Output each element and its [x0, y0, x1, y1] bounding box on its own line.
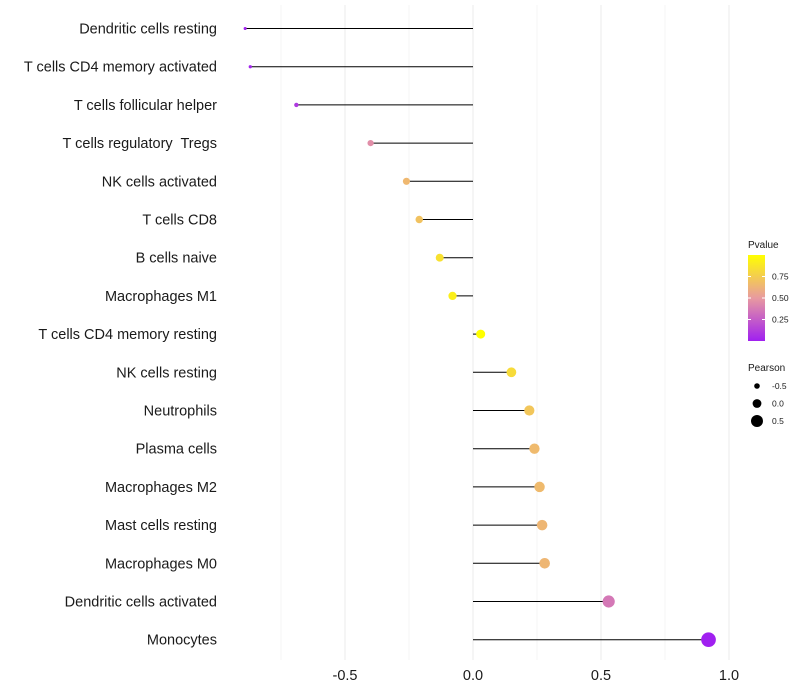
category-label: T cells CD4 memory activated	[24, 60, 217, 76]
category-label: Dendritic cells resting	[79, 22, 217, 38]
category-label: T cells CD8	[142, 213, 217, 229]
color-legend-label: 0.75	[772, 272, 789, 282]
size-legend-label: 0.0	[772, 399, 784, 409]
category-label: T cells regulatory Tregs	[63, 136, 217, 152]
category-label: Macrophages M1	[105, 289, 217, 305]
category-label: Macrophages M0	[105, 556, 217, 572]
lollipop-point	[524, 405, 535, 416]
lollipop-point	[701, 632, 716, 648]
color-legend-label: 0.25	[772, 315, 789, 325]
x-axis-ticks: -0.5 0.0 0.5 1.0	[333, 668, 740, 684]
category-label: T cells follicular helper	[74, 98, 217, 114]
category-label: B cells naive	[136, 251, 217, 267]
lollipop-point	[243, 26, 247, 31]
size-legend-label: -0.5	[772, 381, 787, 391]
lollipop-point	[367, 139, 374, 147]
size-legend-label: 0.5	[772, 416, 784, 426]
legend: Pvalue Pearson 0.25 0.50 0.75 -0.5 0.0 0.5	[748, 240, 789, 427]
lollipop-point	[248, 65, 252, 69]
category-label: NK cells activated	[102, 174, 217, 190]
grid-lines	[280, 5, 730, 660]
x-tick-label: 0.0	[463, 668, 483, 684]
color-legend-bar	[748, 255, 765, 341]
category-labels: Dendritic cells resting T cells CD4 memor…	[24, 22, 217, 649]
lollipop-point	[529, 443, 540, 454]
category-label: Mast cells resting	[105, 518, 217, 534]
size-legend-dot	[752, 399, 762, 408]
lollipop-point	[506, 367, 517, 378]
category-label: Monocytes	[147, 633, 217, 649]
lollipop-point	[448, 291, 457, 301]
category-label: T cells CD4 memory resting	[38, 327, 217, 343]
size-legend-dot	[754, 383, 760, 389]
category-label: Macrophages M2	[105, 480, 217, 496]
lollipop-stems	[245, 28, 709, 641]
lollipop-point	[602, 595, 615, 608]
lollipop-point	[435, 253, 444, 262]
category-label: Neutrophils	[144, 404, 217, 420]
lollipop-point	[539, 558, 550, 569]
size-legend-title: Pearson	[748, 363, 785, 374]
lollipop-point	[536, 519, 548, 531]
category-label: Dendritic cells activated	[65, 595, 217, 611]
color-legend-label: 0.50	[772, 293, 789, 303]
x-tick-label: -0.5	[333, 668, 358, 684]
category-label: Plasma cells	[136, 442, 217, 458]
x-tick-label: 0.5	[591, 668, 611, 684]
x-tick-label: 1.0	[719, 668, 739, 684]
color-legend-title: Pvalue	[748, 240, 779, 251]
lollipop-point	[476, 329, 486, 339]
lollipop-point	[402, 177, 411, 185]
lollipop-points	[243, 26, 716, 648]
category-label: NK cells resting	[116, 365, 217, 381]
lollipop-point	[294, 102, 299, 108]
lollipop-point	[415, 215, 423, 224]
lollipop-point	[534, 481, 545, 493]
size-legend-dot	[751, 415, 763, 427]
